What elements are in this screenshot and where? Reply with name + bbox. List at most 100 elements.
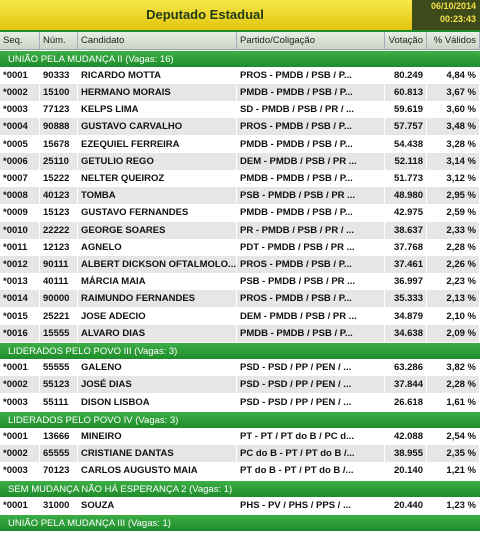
cell: NELTER QUEIROZ <box>78 169 237 188</box>
candidate-row: *0003 77123 KELPS LIMA SD - PMDB / PSB / PR… <box>0 101 480 119</box>
clock-box: 06/10/2014 00:23:43 <box>412 0 480 30</box>
cell: 77123 <box>40 101 78 119</box>
cell: 63.286 <box>385 359 427 377</box>
candidate-row: *0001 31000 SOUZA PHS - PV / PHS / PPS / ..… <box>0 496 480 514</box>
candidate-row: *0001 13666 MINEIRO PT - PT / PT do B / PC … <box>0 427 480 446</box>
column-heading: Seq. <box>0 32 40 49</box>
cell: *0010 <box>0 221 40 239</box>
candidate-row: *0002 55123 JOSÉ DIAS PSD - PSD / PP / PEN … <box>0 376 480 394</box>
cell: 37.461 <box>385 255 427 274</box>
cell: *0002 <box>0 376 40 394</box>
candidate-row: *0002 65555 CRISTIANE DANTAS PC do B - PT /… <box>0 445 480 463</box>
cell: HERMANO MORAIS <box>78 83 237 102</box>
cell: 2,28 % <box>427 376 480 394</box>
candidate-row: *0011 12123 AGNELO PDT - PMDB / PSB / PR ..… <box>0 238 480 256</box>
candidate-row: *0013 40111 MÁRCIA MAIA PSB - PMDB / PSB / … <box>0 273 480 291</box>
cell: PSD - PSD / PP / PEN / ... <box>237 359 385 377</box>
cell: 2,13 % <box>427 290 480 308</box>
cell: PT do B - PT / PT do B /... <box>237 462 385 480</box>
candidate-row: *0009 15123 GUSTAVO FERNANDES PMDB - PMDB /… <box>0 204 480 222</box>
cell: 70123 <box>40 462 78 480</box>
cell: PR - PMDB / PSB / PR / ... <box>237 221 385 239</box>
candidate-row: *0010 22222 GEORGE SOARES PR - PMDB / PSB /… <box>0 221 480 239</box>
cell: 15100 <box>40 83 78 102</box>
cell: 20.140 <box>385 462 427 480</box>
cell: 38.955 <box>385 445 427 463</box>
cell: 65555 <box>40 445 78 463</box>
candidate-row: *0008 40123 TOMBA PSB - PMDB / PSB / PR ...… <box>0 187 480 205</box>
cell: *0005 <box>0 135 40 153</box>
cell: TOMBA <box>78 187 237 205</box>
cell: 13666 <box>40 427 78 446</box>
cell: GETULIO REGO <box>78 152 237 170</box>
cell: 55111 <box>40 393 78 411</box>
candidate-row: *0004 90888 GUSTAVO CARVALHO PROS - PMDB / … <box>0 118 480 136</box>
cell: 25221 <box>40 307 78 325</box>
cell: 90111 <box>40 255 78 274</box>
candidate-row: *0001 90333 RICARDO MOTTA PROS - PMDB / PSB… <box>0 66 480 84</box>
cell: GALENO <box>78 359 237 377</box>
cell: 2,10 % <box>427 307 480 325</box>
group-row: UNIÃO PELA MUDANÇA II (Vagas: 16) <box>0 49 480 67</box>
cell: *0016 <box>0 324 40 342</box>
cell: 40111 <box>40 273 78 291</box>
cell: PSD - PSD / PP / PEN / ... <box>237 376 385 394</box>
candidate-row: *0005 15678 EZEQUIEL FERREIRA PMDB - PMDB /… <box>0 135 480 153</box>
cell: KELPS LIMA <box>78 101 237 119</box>
cell: 42.975 <box>385 204 427 222</box>
cell: 54.438 <box>385 135 427 153</box>
cell: 2,59 % <box>427 204 480 222</box>
cell: 15222 <box>40 169 78 188</box>
cell: *0006 <box>0 152 40 170</box>
cell: *0007 <box>0 169 40 188</box>
cell: RAIMUNDO FERNANDES <box>78 290 237 308</box>
cell: 2,35 % <box>427 445 480 463</box>
cell: SD - PMDB / PSB / PR / ... <box>237 101 385 119</box>
cell: PROS - PMDB / PSB / P... <box>237 255 385 274</box>
cell: PSB - PMDB / PSB / PR ... <box>237 187 385 205</box>
column-heading: % Válidos <box>427 32 480 49</box>
cell: *0001 <box>0 359 40 377</box>
cell: 2,09 % <box>427 324 480 342</box>
cell: DEM - PMDB / PSB / PR ... <box>237 152 385 170</box>
cell: PMDB - PMDB / PSB / P... <box>237 169 385 188</box>
cell: JOSE ADECIO <box>78 307 237 325</box>
cell: PDT - PMDB / PSB / PR ... <box>237 238 385 256</box>
cell: 90333 <box>40 66 78 84</box>
cell: 37.768 <box>385 238 427 256</box>
cell: MÁRCIA MAIA <box>78 273 237 291</box>
cell: *0003 <box>0 462 40 480</box>
cell: *0004 <box>0 118 40 136</box>
cell: ALBERT DICKSON OFTALMOLO... <box>78 255 237 274</box>
cell: EZEQUIEL FERREIRA <box>78 135 237 153</box>
column-heading: Núm. <box>40 32 78 49</box>
cell: PMDB - PMDB / PSB / P... <box>237 83 385 102</box>
cell: 1,61 % <box>427 393 480 411</box>
cell: 15678 <box>40 135 78 153</box>
cell: 2,33 % <box>427 221 480 239</box>
date: 06/10/2014 <box>430 1 476 11</box>
cell: 59.619 <box>385 101 427 119</box>
cell: 35.333 <box>385 290 427 308</box>
cell: *0003 <box>0 101 40 119</box>
cell: *0008 <box>0 187 40 205</box>
cell: 3,14 % <box>427 152 480 170</box>
cell: 2,95 % <box>427 187 480 205</box>
column-heading: Candidato <box>78 32 237 49</box>
cell: 26.618 <box>385 393 427 411</box>
cell: PROS - PMDB / PSB / P... <box>237 118 385 136</box>
cell: 90000 <box>40 290 78 308</box>
group-row: UNIÃO PELA MUDANÇA III (Vagas: 1) <box>0 513 480 532</box>
cell: 51.773 <box>385 169 427 188</box>
cell: *0001 <box>0 496 40 514</box>
cell: MINEIRO <box>78 427 237 446</box>
title: Deputado Estadual <box>146 7 264 22</box>
cell: SOUZA <box>78 496 237 514</box>
cell: *0001 <box>0 427 40 446</box>
group-row: SEM MUDANÇA NÃO HÁ ESPERANÇA 2 (Vagas: 1… <box>0 479 480 497</box>
cell: *0014 <box>0 290 40 308</box>
column-header: Seq. Núm. Candidato Partido/Coligação Votaçã… <box>0 32 480 50</box>
candidate-row: *0006 25110 GETULIO REGO DEM - PMDB / PSB /… <box>0 152 480 170</box>
cell: 48.980 <box>385 187 427 205</box>
cell: 3,12 % <box>427 169 480 188</box>
